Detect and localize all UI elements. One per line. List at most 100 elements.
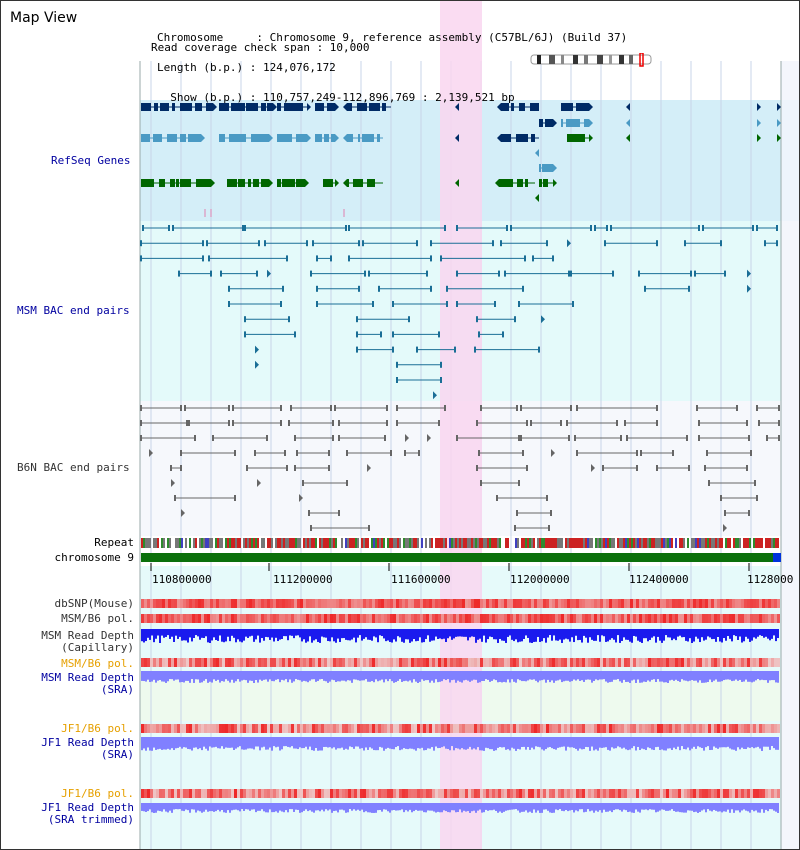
read-depth-bar <box>679 737 681 751</box>
heat-cell <box>336 789 339 798</box>
repeat-feature <box>629 538 631 548</box>
read-depth-bar <box>249 803 251 811</box>
heat-cell <box>717 789 720 798</box>
read-depth-bar <box>653 737 655 751</box>
heat-cell <box>714 724 717 733</box>
repeat-feature <box>477 538 479 548</box>
heat-cell <box>216 614 219 623</box>
read-depth-bar <box>431 671 433 681</box>
track-label-dbsnp[interactable]: dbSNP(Mouse) <box>54 597 134 610</box>
read-depth-bar <box>375 629 377 638</box>
repeat-feature <box>331 538 333 548</box>
repeat-feature <box>239 538 241 548</box>
gene-exon <box>324 134 329 142</box>
read-depth-bar <box>327 737 329 748</box>
track-label-jf1-read-sra-1[interactable]: JF1 Read Depth <box>41 736 134 749</box>
read-depth-bar <box>557 629 559 641</box>
read-depth-bar <box>711 671 713 683</box>
track-label-chromosome: chromosome 9 <box>54 551 134 564</box>
heat-cell <box>321 614 324 623</box>
track-label-jf1-read-trim-1[interactable]: JF1 Read Depth <box>41 801 134 814</box>
heat-cell <box>357 599 360 608</box>
track-label-jf1-read-trim-2[interactable]: (SRA trimmed) <box>47 813 134 826</box>
read-depth-bar <box>535 803 537 813</box>
heat-cell <box>270 789 273 798</box>
track-label-jf1-b6-pol[interactable]: JF1/B6 pol. <box>61 722 134 735</box>
read-depth-bar <box>657 803 659 812</box>
track-label-msm-bac[interactable]: MSM BAC end pairs <box>17 304 130 317</box>
track-label-jf1-read-sra-2[interactable]: (SRA) <box>100 748 134 761</box>
track-label-msm-read-cap-1[interactable]: MSM Read Depth <box>41 629 134 642</box>
read-depth-bar <box>571 629 573 638</box>
track-label-refseq[interactable]: RefSeq Genes <box>51 154 131 167</box>
read-depth-bar <box>183 737 185 748</box>
heat-cell <box>621 724 624 733</box>
repeat-feature <box>445 538 447 548</box>
track-label-msm-read-sra-2[interactable]: (SRA) <box>100 683 134 696</box>
read-depth-bar <box>381 803 383 812</box>
read-depth-bar <box>697 629 699 639</box>
read-depth-bar <box>583 803 585 813</box>
read-depth-bar <box>529 803 531 812</box>
heat-cell <box>612 599 615 608</box>
read-depth-bar <box>433 737 435 751</box>
read-depth-bar <box>193 629 195 638</box>
repeat-feature <box>507 538 509 548</box>
read-depth-bar <box>291 629 293 636</box>
read-depth-bar <box>379 803 381 810</box>
track-label-msm-read-cap-2[interactable]: (Capillary) <box>61 641 134 654</box>
heat-cell <box>231 614 234 623</box>
heat-cell <box>372 599 375 608</box>
heat-cell <box>408 599 411 608</box>
read-depth-bar <box>523 671 525 682</box>
read-depth-bar <box>725 629 727 641</box>
heat-cell <box>318 789 321 798</box>
read-depth-bar <box>379 737 381 747</box>
track-label-msm-b6-pol[interactable]: MSM/B6 pol. <box>61 612 134 625</box>
selection-highlight[interactable] <box>440 1 482 849</box>
read-depth-bar <box>533 803 535 810</box>
heat-cell <box>564 789 567 798</box>
read-depth-bar <box>375 737 377 751</box>
heat-cell <box>690 658 693 667</box>
repeat-feature <box>697 538 699 548</box>
read-depth-bar <box>627 671 629 682</box>
gene-exon <box>141 103 151 111</box>
lane-background-right <box>781 61 799 849</box>
read-depth-bar <box>681 803 683 813</box>
heat-cell <box>447 614 450 623</box>
heat-cell <box>657 789 660 798</box>
repeat-feature <box>491 538 493 548</box>
heat-cell <box>261 724 264 733</box>
repeat-feature <box>303 538 305 548</box>
read-depth-bar <box>343 803 345 811</box>
heat-cell <box>492 724 495 733</box>
chromosome-ideogram[interactable] <box>529 53 657 67</box>
track-label-jf1-b6-pol-2[interactable]: JF1/B6 pol. <box>61 787 134 800</box>
read-depth-bar <box>607 803 609 812</box>
gene-exon <box>576 103 589 111</box>
heat-cell <box>606 789 609 798</box>
heat-cell <box>378 614 381 623</box>
track-label-b6n-bac[interactable]: B6N BAC end pairs <box>17 461 130 474</box>
heat-cell <box>579 724 582 733</box>
read-depth-bar <box>399 803 401 811</box>
heat-cell <box>432 789 435 798</box>
heat-cell <box>444 724 447 733</box>
repeat-feature <box>141 538 143 548</box>
track-label-msm-read-sra-1[interactable]: MSM Read Depth <box>41 671 134 684</box>
heat-cell <box>453 614 456 623</box>
read-depth-bar <box>159 803 161 812</box>
heat-cell <box>579 599 582 608</box>
read-depth-bar <box>243 737 245 750</box>
repeat-feature <box>157 538 159 548</box>
heat-cell <box>597 614 600 623</box>
heat-cell <box>759 789 762 798</box>
read-depth-bar <box>565 629 567 639</box>
track-label-msm-b6-pol-2[interactable]: MSM/B6 pol. <box>61 657 134 670</box>
read-depth-bar <box>141 737 143 751</box>
heat-cell <box>669 599 672 608</box>
heat-cell <box>738 724 741 733</box>
read-depth-bar <box>705 803 707 813</box>
